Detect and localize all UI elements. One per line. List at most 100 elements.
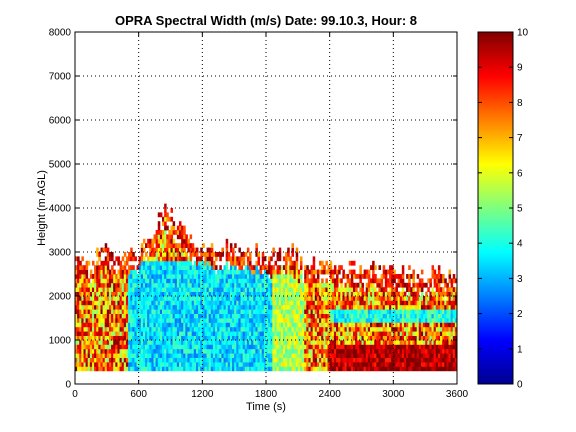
heatmap-cell (185, 287, 188, 292)
heatmap-cell (198, 357, 201, 363)
heatmap-cell (406, 348, 409, 354)
heatmap-cell (132, 326, 135, 332)
heatmap-cell (376, 335, 379, 341)
heatmap-cell (268, 348, 271, 354)
heatmap-cell (119, 331, 123, 336)
heatmap-cell (249, 331, 252, 336)
heatmap-cell (138, 318, 142, 323)
heatmap-cell (75, 362, 78, 367)
heatmap-cell (440, 291, 443, 297)
heatmap-cell (206, 309, 210, 314)
heatmap-cell (193, 318, 197, 323)
heatmap-cell (140, 366, 144, 372)
heatmap-cell (437, 340, 441, 345)
heatmap-cell (276, 309, 280, 314)
heatmap-cell (323, 282, 326, 288)
heatmap-cell (389, 282, 392, 288)
heatmap-cell (323, 291, 326, 297)
heatmap-cell (149, 287, 152, 292)
heatmap-cell (270, 326, 273, 332)
heatmap-cell (155, 322, 159, 328)
heatmap-cell (276, 256, 280, 262)
heatmap-cell (232, 309, 235, 314)
heatmap-cell (282, 340, 286, 345)
heatmap-cell (221, 278, 224, 284)
heatmap-cell (119, 362, 123, 367)
heatmap-cell (357, 340, 360, 345)
heatmap-cell (395, 362, 398, 367)
heatmap-cell (268, 366, 271, 372)
heatmap-cell (395, 340, 398, 345)
heatmap-cell (149, 331, 152, 336)
heatmap-cell (425, 313, 428, 319)
heatmap-cell (416, 344, 420, 350)
heatmap-cell (378, 344, 381, 350)
heatmap-cell (325, 331, 328, 336)
heatmap-cell (206, 322, 210, 328)
heatmap-cell (386, 278, 390, 284)
heatmap-cell (174, 291, 178, 297)
heatmap-cell (111, 344, 114, 350)
heatmap-cell (181, 252, 184, 257)
y-axis-label: Height (m AGL) (36, 170, 48, 246)
heatmap-cell (423, 318, 426, 323)
heatmap-cell (232, 278, 235, 284)
heatmap-cell (386, 335, 390, 341)
heatmap-cell (382, 344, 386, 350)
heatmap-cell (359, 291, 362, 297)
heatmap-cell (399, 366, 403, 372)
heatmap-cell (232, 326, 235, 332)
heatmap-cell (215, 366, 218, 372)
heatmap-cell (319, 366, 322, 372)
heatmap-cell (219, 322, 222, 328)
heatmap-cell (312, 265, 316, 270)
heatmap-cell (270, 296, 273, 301)
heatmap-cell (369, 366, 373, 372)
heatmap-cell (232, 344, 235, 350)
heatmap-cell (149, 340, 152, 345)
heatmap-cell (198, 318, 201, 323)
heatmap-cell (378, 313, 381, 319)
heatmap-cell (255, 357, 258, 363)
heatmap-cell (257, 282, 261, 288)
heatmap-cell (380, 291, 384, 297)
heatmap-cell (183, 366, 186, 372)
heatmap-cell (359, 265, 362, 270)
heatmap-cell (206, 287, 210, 292)
heatmap-cell (181, 344, 184, 350)
heatmap-cell (215, 278, 218, 284)
heatmap-cell (319, 269, 322, 275)
heatmap-cell (151, 291, 154, 297)
heatmap-cell (255, 296, 258, 301)
heatmap-cell (206, 366, 210, 372)
heatmap-cell (106, 357, 110, 363)
heatmap-cell (338, 309, 341, 314)
heatmap-cell (81, 357, 84, 363)
heatmap-cell (138, 300, 142, 306)
heatmap-cell (142, 304, 146, 310)
heatmap-cell (418, 340, 422, 345)
heatmap-cell (121, 357, 125, 363)
heatmap-cell (342, 309, 345, 314)
heatmap-cell (425, 300, 428, 306)
heatmap-cell (96, 304, 99, 310)
heatmap-cell (325, 322, 328, 328)
heatmap-cell (420, 322, 424, 328)
heatmap-cell (293, 309, 297, 314)
heatmap-cell (94, 340, 97, 345)
heatmap-cell (162, 362, 165, 367)
heatmap-cell (147, 353, 150, 358)
heatmap-cell (263, 366, 267, 372)
heatmap-cell (157, 282, 161, 288)
heatmap-cell (323, 322, 326, 328)
heatmap-cell (444, 322, 447, 328)
heatmap-cell (331, 274, 335, 279)
heatmap-cell (189, 304, 193, 310)
heatmap-cell (212, 348, 216, 354)
heatmap-cell (325, 366, 328, 372)
heatmap-cell (100, 353, 103, 358)
heatmap-cell (204, 296, 207, 301)
heatmap-cell (104, 366, 108, 372)
heatmap-cell (145, 326, 148, 332)
heatmap-cell (89, 274, 93, 279)
